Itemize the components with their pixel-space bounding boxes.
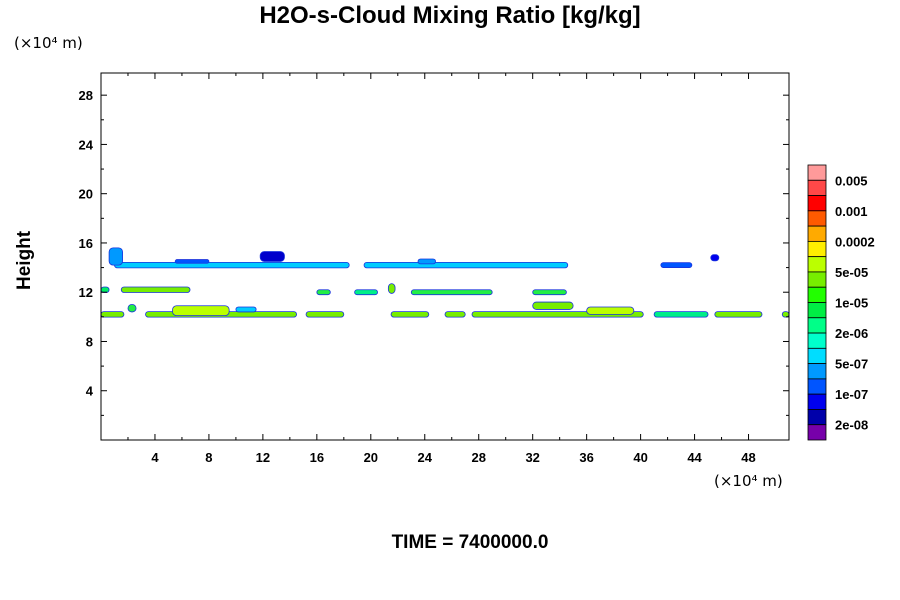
x-tick-label: 32 [525,450,539,465]
y-tick-label: 20 [79,187,93,202]
cloud-feature-6 [417,258,436,265]
x-tick-label: 28 [471,450,485,465]
x-tick-label: 20 [364,450,378,465]
colorbar-swatch [807,179,827,196]
cloud-feature-15 [100,311,125,318]
cloud-feature-26 [781,311,790,318]
colorbar-label: 5e-05 [835,265,868,280]
y-tick-label: 12 [79,285,93,300]
cloud-feature-8 [100,286,110,293]
y-tick-label: 16 [79,236,93,251]
colorbar-swatch [807,225,827,242]
cloud-feature-28 [235,306,257,313]
x-axis-unit: (×10⁴ m) [714,472,783,490]
y-axis-unit: (×10⁴ m) [14,34,83,52]
x-tick-label: 4 [151,450,159,465]
colorbar-swatch [807,409,827,426]
cloud-feature-9 [120,286,191,293]
cloud-feature-19 [390,311,430,318]
plot-frame [100,72,790,441]
cloud-feature-0 [114,261,350,269]
cloud-feature-20 [444,311,466,318]
cloud-feature-7 [710,254,720,262]
colorbar-swatch [807,240,827,258]
x-tick-label: 24 [418,450,433,465]
y-tick-label: 28 [79,88,93,103]
x-tick-label: 16 [310,450,324,465]
cloud-feature-10 [316,289,331,296]
colorbar-swatch [807,210,827,227]
cloud-feature-18 [305,311,345,318]
cloud-feature-14 [532,289,567,296]
cloud-feature-22 [532,301,574,310]
colorbar-swatch [807,286,827,303]
cloud-feature-24 [653,311,709,318]
x-tick-label: 12 [256,450,270,465]
cloud-feature-5 [174,259,210,264]
colorbar-swatch [807,393,827,410]
cloud-feature-27 [127,304,137,313]
colorbar-label: 0.001 [835,204,868,219]
cloud-feature-23 [586,306,635,315]
x-tick-label: 48 [741,450,755,465]
x-tick-label: 8 [205,450,212,465]
colorbar-swatch [807,317,827,334]
colorbar-label: 0.0002 [835,234,875,249]
colorbar-swatch [807,347,827,365]
colorbar-swatch [807,164,827,181]
cloud-feature-3 [108,247,123,266]
colorbar-swatch [807,378,827,395]
colorbar-swatch [807,363,827,380]
colorbar-swatch [807,256,827,273]
cloud-feature-1 [363,261,569,269]
colorbar-label: 5e-07 [835,357,868,372]
colorbar-swatch [807,332,827,349]
colorbar-label: 2e-08 [835,418,868,433]
cloud-feature-2 [660,262,693,268]
colorbar-swatch [807,302,827,319]
cloud-feature-17 [172,305,230,317]
colorbar-label: 2e-06 [835,326,868,341]
cloud-feature-11 [354,289,378,296]
chart-title: H2O-s-Cloud Mixing Ratio [kg/kg] [259,2,641,29]
cloud-feature-4 [259,251,285,262]
colorbar-swatch [807,271,827,288]
y-tick-label: 24 [79,137,94,152]
colorbar-label: 1e-05 [835,296,868,311]
time-label: TIME = 7400000.0 [391,532,549,553]
cloud-feature-25 [714,311,763,318]
x-tick-label: 44 [687,450,702,465]
x-tick-label: 36 [579,450,593,465]
colorbar-swatch [807,195,827,212]
y-tick-label: 4 [86,384,94,399]
colorbar-swatch [807,424,827,441]
x-tick-label: 40 [633,450,647,465]
cloud-feature-13 [410,289,493,296]
colorbar-label: 0.005 [835,173,868,188]
cloud-feature-12 [387,283,396,294]
colorbar-label: 1e-07 [835,387,868,402]
y-tick-label: 8 [86,334,93,349]
